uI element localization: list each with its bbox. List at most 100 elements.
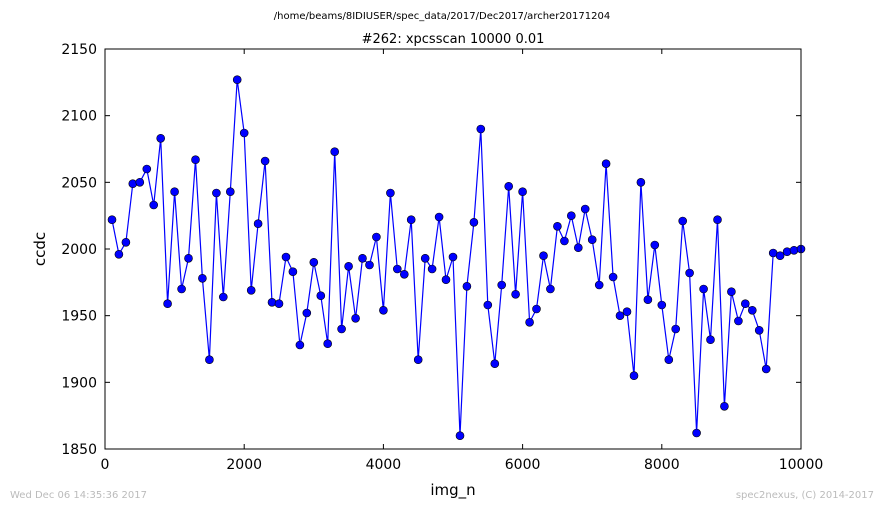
data-point bbox=[219, 292, 228, 302]
data-point bbox=[580, 204, 590, 214]
data-point bbox=[163, 299, 172, 309]
y-tick-label: 2050 bbox=[61, 175, 97, 191]
data-point bbox=[316, 291, 326, 301]
data-point bbox=[351, 313, 360, 323]
data-point bbox=[260, 156, 270, 166]
data-point bbox=[295, 340, 305, 350]
series-line bbox=[111, 79, 802, 436]
data-point bbox=[560, 236, 569, 246]
data-point bbox=[232, 75, 242, 84]
data-point bbox=[406, 215, 416, 224]
x-tick-label: 2000 bbox=[226, 457, 262, 473]
data-point bbox=[198, 273, 207, 283]
data-point bbox=[685, 268, 694, 278]
data-point bbox=[114, 250, 124, 259]
data-point bbox=[469, 218, 479, 227]
data-point bbox=[476, 124, 486, 134]
x-axis-label: img_n bbox=[430, 481, 475, 500]
data-point bbox=[532, 304, 541, 314]
data-point bbox=[246, 285, 256, 295]
data-point bbox=[379, 305, 388, 315]
data-point bbox=[337, 324, 346, 334]
data-point bbox=[483, 300, 493, 310]
data-point bbox=[392, 264, 402, 274]
data-point bbox=[372, 232, 381, 242]
data-point bbox=[573, 243, 583, 252]
data-point bbox=[448, 252, 458, 262]
data-point bbox=[323, 339, 333, 349]
footer-timestamp: Wed Dec 06 14:35:36 2017 bbox=[10, 490, 147, 501]
data-point bbox=[281, 252, 291, 262]
x-tick-label: 8000 bbox=[644, 457, 680, 473]
data-point bbox=[149, 200, 158, 210]
data-point bbox=[427, 264, 437, 274]
data-point bbox=[566, 211, 576, 220]
y-tick-label: 1850 bbox=[61, 442, 97, 458]
data-point bbox=[727, 287, 736, 297]
data-point bbox=[253, 219, 263, 228]
data-point bbox=[594, 280, 604, 290]
data-point bbox=[330, 147, 340, 156]
data-point bbox=[302, 308, 312, 318]
x-tick-label: 4000 bbox=[366, 457, 402, 473]
data-point bbox=[497, 280, 507, 290]
data-point bbox=[309, 257, 319, 267]
data-point bbox=[525, 317, 534, 327]
data-point bbox=[358, 253, 367, 263]
data-point bbox=[170, 187, 179, 196]
data-point bbox=[539, 251, 548, 260]
data-point bbox=[142, 164, 152, 174]
data-point bbox=[747, 305, 757, 315]
data-point bbox=[720, 401, 729, 411]
data-point bbox=[601, 159, 611, 168]
data-point bbox=[650, 240, 660, 250]
data-point bbox=[239, 128, 249, 138]
data-point bbox=[608, 272, 618, 282]
data-point bbox=[184, 253, 193, 263]
data-point bbox=[546, 284, 555, 294]
data-point bbox=[671, 324, 681, 334]
data-point bbox=[344, 261, 353, 271]
chart-title: #262: xpcsscan 10000 0.01 bbox=[362, 32, 545, 47]
data-point bbox=[205, 355, 214, 365]
data-point bbox=[553, 222, 562, 231]
data-point bbox=[643, 295, 653, 305]
data-point bbox=[775, 251, 785, 260]
y-tick-label: 2150 bbox=[61, 42, 97, 58]
data-point bbox=[761, 364, 771, 374]
data-point bbox=[413, 355, 423, 365]
plot-frame bbox=[104, 48, 802, 450]
data-point bbox=[212, 188, 221, 198]
data-point bbox=[386, 188, 395, 198]
x-tick-label: 0 bbox=[101, 457, 110, 473]
data-point bbox=[713, 215, 722, 224]
data-point bbox=[629, 371, 639, 381]
footer-credit: spec2nexus, (C) 2014-2017 bbox=[736, 490, 874, 501]
y-axis-label: ccdc bbox=[31, 232, 49, 266]
data-point bbox=[177, 284, 186, 294]
data-point bbox=[107, 215, 117, 224]
data-point bbox=[511, 289, 520, 299]
data-point bbox=[365, 260, 374, 270]
data-point bbox=[135, 178, 145, 187]
axis-ticks: 0 2000 4000 6000 8000 10000 1850 1900 1950 2000 20… bbox=[61, 42, 823, 473]
data-point bbox=[288, 267, 298, 277]
data-point bbox=[267, 297, 277, 307]
data-point bbox=[128, 179, 138, 188]
data-point bbox=[156, 134, 165, 143]
data-point bbox=[462, 281, 472, 291]
data-point bbox=[490, 359, 500, 369]
data-point bbox=[636, 178, 646, 187]
data-point bbox=[678, 216, 688, 226]
y-tick-label: 1950 bbox=[61, 309, 97, 325]
y-tick-label: 1900 bbox=[61, 375, 97, 391]
data-point bbox=[734, 316, 743, 326]
data-point bbox=[587, 235, 597, 244]
data-series bbox=[107, 75, 806, 441]
data-point bbox=[782, 247, 792, 256]
data-point bbox=[274, 299, 284, 309]
data-point bbox=[504, 182, 514, 191]
data-point bbox=[121, 238, 131, 247]
data-point bbox=[740, 299, 750, 309]
